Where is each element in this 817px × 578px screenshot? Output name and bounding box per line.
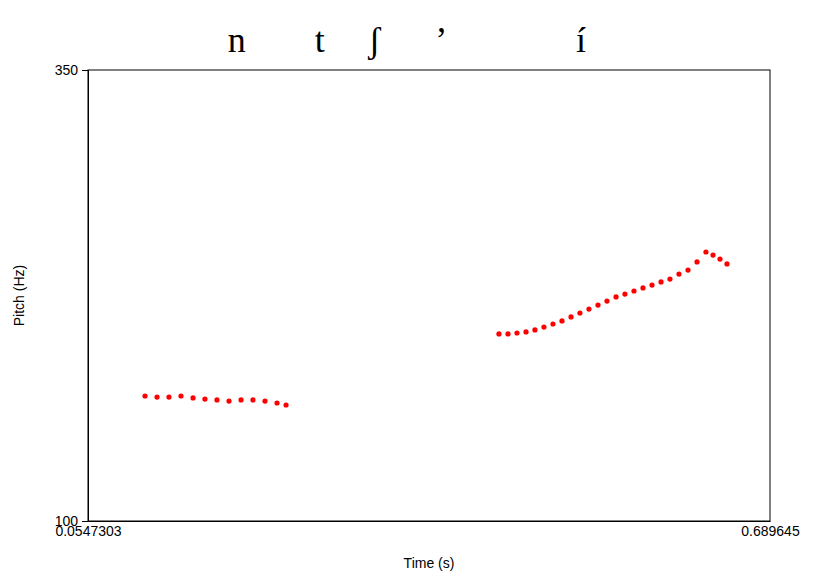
pitch-point bbox=[649, 282, 654, 287]
pitch-point bbox=[142, 393, 147, 398]
plot: 1003500.0547303 0.689645 bbox=[55, 62, 800, 539]
pitch-point bbox=[214, 397, 219, 402]
chart: 1003500.0547303 0.689645 Time (s) Pitch (Hz… bbox=[0, 0, 817, 578]
pitch-point bbox=[613, 294, 618, 299]
pitch-point bbox=[250, 397, 255, 402]
pitch-point bbox=[532, 327, 537, 332]
segment-label: í bbox=[576, 20, 586, 60]
pitch-point bbox=[724, 261, 729, 266]
y-tick-mark bbox=[82, 70, 88, 71]
x-axis: 0.0547303 0.689645 bbox=[55, 521, 799, 539]
pitch-point bbox=[658, 279, 663, 284]
pitch-point bbox=[178, 393, 183, 398]
pitch-point bbox=[541, 324, 546, 329]
segment-label: ʃ bbox=[367, 20, 381, 60]
pitch-point bbox=[640, 285, 645, 290]
pitch-point bbox=[586, 306, 591, 311]
pitch-point bbox=[496, 331, 501, 336]
pitch-point bbox=[694, 259, 699, 264]
pitch-point bbox=[622, 291, 627, 296]
pitch-point bbox=[190, 395, 195, 400]
pitch-points bbox=[142, 249, 729, 407]
pitch-point bbox=[577, 310, 582, 315]
pitch-point bbox=[154, 394, 159, 399]
segment-label: ’ bbox=[435, 20, 447, 60]
pitch-point bbox=[202, 396, 207, 401]
x-axis-title: Time (s) bbox=[404, 555, 455, 571]
pitch-point bbox=[505, 331, 510, 336]
pitch-point bbox=[559, 318, 564, 323]
pitch-point bbox=[595, 302, 600, 307]
y-axis-line bbox=[82, 71, 89, 522]
y-axis-title: Pitch (Hz) bbox=[11, 265, 27, 326]
pitch-point bbox=[238, 397, 243, 402]
pitch-point bbox=[717, 256, 722, 261]
pitch-point bbox=[274, 400, 279, 405]
y-tick: 350 bbox=[55, 62, 88, 78]
pitch-point bbox=[523, 329, 528, 334]
pitch-point bbox=[283, 402, 288, 407]
plot-frame bbox=[88, 70, 770, 521]
pitch-point bbox=[703, 249, 708, 254]
y-tick-label: 350 bbox=[55, 62, 79, 78]
pitch-point bbox=[262, 398, 267, 403]
pitch-point bbox=[667, 276, 672, 281]
pitch-point bbox=[676, 271, 681, 276]
x-axis-line bbox=[89, 521, 771, 522]
segment-label: t bbox=[315, 20, 325, 60]
x-tick-label: 0.689645 bbox=[741, 523, 800, 539]
pitch-point bbox=[166, 394, 171, 399]
segment-label: n bbox=[228, 20, 246, 60]
pitch-point bbox=[685, 267, 690, 272]
pitch-point bbox=[226, 398, 231, 403]
x-tick-label: 0.0547303 bbox=[55, 523, 121, 539]
pitch-point bbox=[550, 321, 555, 326]
pitch-point bbox=[604, 298, 609, 303]
y-axis: 100350 bbox=[55, 62, 89, 529]
segment-labels: n t ʃ ’ í bbox=[228, 20, 586, 60]
pitch-point bbox=[710, 252, 715, 257]
pitch-point bbox=[631, 288, 636, 293]
y-tick-mark bbox=[82, 521, 88, 522]
pitch-point bbox=[568, 314, 573, 319]
pitch-point bbox=[514, 330, 519, 335]
x-tick: 0.0547303 bbox=[55, 521, 121, 539]
x-tick: 0.689645 bbox=[741, 521, 800, 539]
